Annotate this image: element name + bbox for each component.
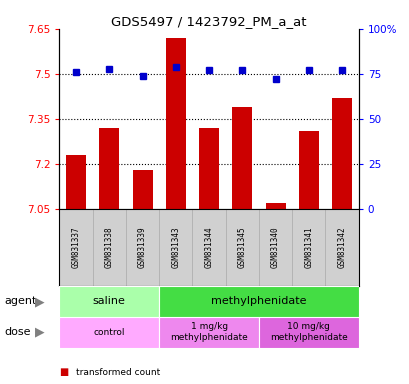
Bar — [59, 286, 159, 317]
Bar — [166, 38, 185, 209]
Text: GSM831340: GSM831340 — [270, 227, 279, 268]
Bar — [331, 98, 351, 209]
Text: dose: dose — [4, 327, 31, 337]
Text: ■: ■ — [59, 367, 69, 377]
Text: GSM831343: GSM831343 — [171, 227, 180, 268]
Text: control: control — [93, 328, 125, 337]
Text: GSM831338: GSM831338 — [105, 227, 114, 268]
Bar — [298, 131, 318, 209]
Text: transformed count: transformed count — [76, 368, 160, 377]
Text: GSM831345: GSM831345 — [237, 227, 246, 268]
Text: GSM831337: GSM831337 — [72, 227, 81, 268]
Bar — [59, 317, 159, 348]
Text: agent: agent — [4, 296, 36, 306]
Bar — [66, 155, 86, 209]
Text: 1 mg/kg
methylphenidate: 1 mg/kg methylphenidate — [170, 323, 247, 342]
Bar — [159, 317, 258, 348]
Bar — [258, 317, 358, 348]
Text: saline: saline — [93, 296, 126, 306]
Bar — [265, 203, 285, 209]
Text: GSM831339: GSM831339 — [138, 227, 147, 268]
Text: methylphenidate: methylphenidate — [211, 296, 306, 306]
Text: GSM831341: GSM831341 — [303, 227, 312, 268]
Bar — [132, 170, 152, 209]
Bar — [99, 128, 119, 209]
Title: GDS5497 / 1423792_PM_a_at: GDS5497 / 1423792_PM_a_at — [111, 15, 306, 28]
Text: GSM831342: GSM831342 — [337, 227, 346, 268]
Text: ▶: ▶ — [35, 295, 44, 308]
Text: 10 mg/kg
methylphenidate: 10 mg/kg methylphenidate — [270, 323, 347, 342]
Bar — [232, 107, 252, 209]
Text: ▶: ▶ — [35, 326, 44, 339]
Bar — [199, 128, 218, 209]
Bar — [159, 286, 358, 317]
Text: GSM831344: GSM831344 — [204, 227, 213, 268]
